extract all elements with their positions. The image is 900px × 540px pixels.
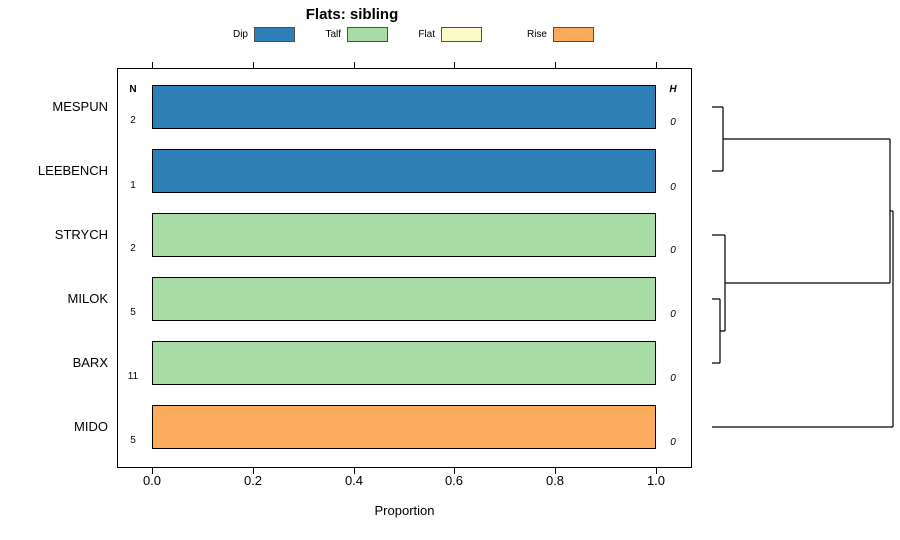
tick-mark (354, 468, 356, 474)
h-value: 0 (670, 182, 676, 193)
x-axis-title: Proportion (374, 503, 435, 518)
bar-mido (152, 405, 656, 449)
n-column-header: N (129, 84, 137, 95)
legend-swatch-rise-icon (553, 27, 594, 42)
tick-mark (555, 468, 557, 474)
n-value: 2 (130, 243, 136, 254)
y-label-mido: MIDO (74, 419, 108, 434)
bar-milok (152, 277, 656, 321)
legend-label-dip: Dip (232, 29, 248, 40)
legend-swatch-dip-icon (254, 27, 295, 42)
tick-mark (152, 468, 154, 474)
n-value: 2 (130, 115, 136, 126)
tick-label: 1.0 (646, 473, 666, 488)
bar-leebench (152, 149, 656, 193)
tick-mark (152, 62, 154, 68)
h-value: 0 (670, 437, 676, 448)
tick-mark (555, 62, 557, 68)
h-value: 0 (670, 309, 676, 320)
bar-mespun (152, 85, 656, 129)
tick-mark (656, 468, 658, 474)
h-value: 0 (670, 117, 676, 128)
bar-barx (152, 341, 656, 385)
legend-label-talf: Talf (325, 29, 341, 40)
n-value: 5 (130, 307, 136, 318)
tick-label: 0.6 (444, 473, 464, 488)
n-value: 11 (127, 371, 139, 382)
y-label-strych: STRYCH (54, 227, 108, 242)
legend-swatch-talf-icon (347, 27, 388, 42)
tick-label: 0.8 (545, 473, 565, 488)
legend-label-flat: Flat (418, 29, 435, 40)
tick-label: 0.4 (344, 473, 364, 488)
h-value: 0 (670, 245, 676, 256)
tick-mark (253, 62, 255, 68)
y-label-mespun: MESPUN (52, 99, 108, 114)
y-label-milok: MILOK (67, 291, 108, 306)
tick-label: 0.2 (243, 473, 263, 488)
n-value: 1 (130, 180, 136, 191)
tick-label: 0.0 (142, 473, 162, 488)
h-value: 0 (670, 373, 676, 384)
n-value: 5 (130, 435, 136, 446)
tick-mark (354, 62, 356, 68)
bar-strych (152, 213, 656, 257)
tick-mark (454, 468, 456, 474)
chart-title: Flats: sibling (305, 6, 399, 23)
y-label-leebench: LEEBENCH (37, 163, 108, 178)
dendrogram-branches (712, 106, 894, 428)
tick-mark (454, 62, 456, 68)
legend-label-rise: Rise (526, 29, 547, 40)
plot-frame (117, 68, 692, 468)
tick-mark (253, 468, 255, 474)
y-label-barx: BARX (72, 355, 108, 370)
legend-swatch-flat-icon (441, 27, 482, 42)
tick-mark (656, 62, 658, 68)
h-column-header: H (669, 84, 677, 95)
